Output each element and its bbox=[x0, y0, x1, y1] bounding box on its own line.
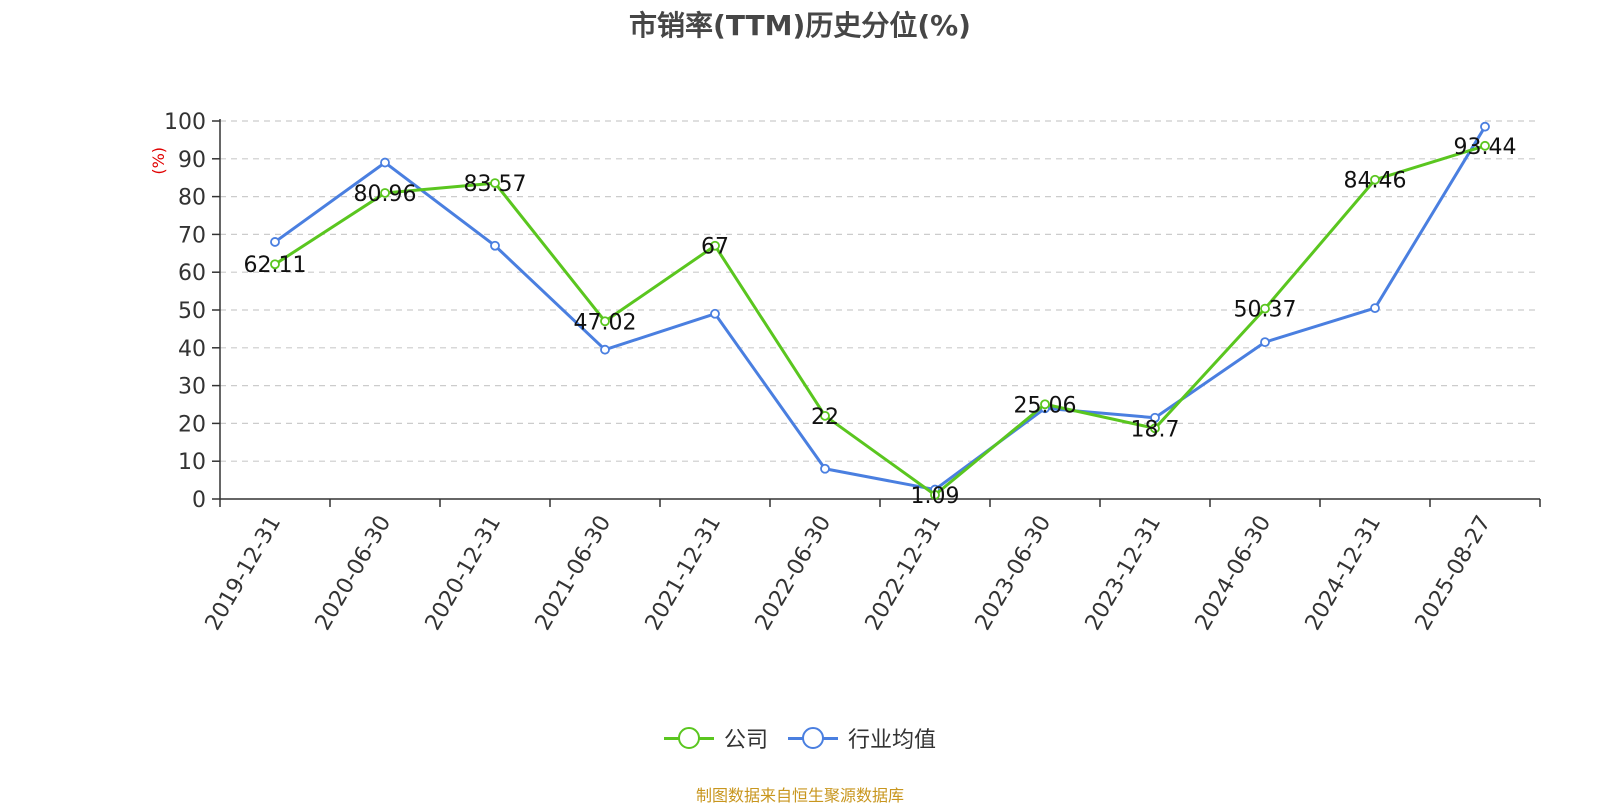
data-label: 22 bbox=[811, 405, 839, 430]
legend-label: 公司 bbox=[723, 728, 768, 753]
data-point-company bbox=[600, 316, 610, 327]
y-axis-label: (%) bbox=[149, 147, 168, 175]
data-label: 84.46 bbox=[1344, 169, 1407, 194]
data-label: 80.96 bbox=[354, 182, 417, 207]
data-point-industry bbox=[1480, 121, 1490, 132]
data-point-industry bbox=[270, 237, 280, 247]
y-tick-label: 30 bbox=[178, 375, 206, 400]
legend-item-company[interactable]: 公司 bbox=[663, 722, 768, 754]
data-point-company bbox=[270, 259, 280, 270]
legend-circle-icon bbox=[677, 727, 700, 749]
data-point-company bbox=[1480, 140, 1490, 151]
legend: 公司 行业均值 bbox=[0, 722, 1600, 755]
legend-item-industry[interactable]: 行业均值 bbox=[788, 722, 936, 754]
legend-marker-icon bbox=[663, 727, 714, 749]
data-point-company bbox=[380, 188, 390, 198]
data-label: 83.57 bbox=[464, 172, 527, 197]
y-tick-label: 60 bbox=[178, 261, 206, 286]
y-tick-label: 50 bbox=[178, 299, 206, 324]
data-point-industry bbox=[490, 240, 500, 251]
chart-title: 市销率(TTM)历史分位(%) bbox=[629, 9, 971, 42]
data-label: 62.11 bbox=[244, 253, 307, 278]
data-point-company bbox=[930, 489, 940, 500]
x-tick-label: 2023-06-30 bbox=[971, 512, 1057, 635]
x-tick-label: 2021-06-30 bbox=[531, 512, 617, 635]
data-point-industry bbox=[1260, 337, 1270, 348]
y-tick-label: 20 bbox=[178, 412, 206, 437]
x-tick-label: 2025-08-27 bbox=[1411, 512, 1497, 635]
y-tick-label: 100 bbox=[164, 110, 206, 135]
data-point-company bbox=[1260, 303, 1270, 314]
data-point-industry bbox=[710, 308, 720, 319]
data-point-company bbox=[1150, 423, 1160, 434]
x-tick-label: 2022-06-30 bbox=[751, 512, 837, 635]
data-label: 50.37 bbox=[1234, 298, 1297, 323]
x-tick-label: 2019-12-31 bbox=[201, 512, 287, 635]
data-point-industry bbox=[380, 157, 390, 168]
data-point-industry bbox=[1150, 412, 1160, 423]
y-tick-label: 40 bbox=[178, 337, 206, 362]
data-point-company bbox=[710, 240, 720, 251]
data-label: 18.7 bbox=[1131, 417, 1180, 442]
x-tick-label: 2021-12-31 bbox=[641, 512, 727, 635]
x-tick-label: 2023-12-31 bbox=[1081, 512, 1167, 635]
x-tick-label: 2022-12-31 bbox=[861, 512, 947, 635]
data-point-company bbox=[490, 178, 500, 189]
data-point-company bbox=[1040, 399, 1050, 410]
legend-marker-icon bbox=[788, 727, 838, 749]
series-line-industry bbox=[274, 125, 1487, 492]
data-label: 1.09 bbox=[911, 484, 960, 509]
y-tick-label: 90 bbox=[178, 148, 206, 173]
data-point-industry bbox=[600, 344, 610, 355]
y-tick-label: 0 bbox=[192, 488, 206, 513]
y-tick-label: 80 bbox=[178, 186, 206, 211]
legend-circle-icon bbox=[802, 727, 824, 749]
source-note: 制图数据来自恒生聚源数据库 bbox=[695, 786, 904, 805]
data-point-industry bbox=[1370, 303, 1380, 314]
y-tick-label: 70 bbox=[178, 223, 206, 248]
data-label: 67 bbox=[701, 235, 729, 260]
data-point-company bbox=[1370, 174, 1380, 185]
x-tick-label: 2020-12-31 bbox=[421, 512, 507, 635]
x-tick-label: 2024-12-31 bbox=[1301, 512, 1387, 635]
data-label: 47.02 bbox=[574, 310, 637, 335]
y-tick-label: 10 bbox=[178, 450, 206, 475]
legend-label: 行业均值 bbox=[848, 728, 937, 753]
data-label: 93.44 bbox=[1454, 135, 1517, 160]
data-point-industry bbox=[820, 463, 830, 474]
series-line-company bbox=[274, 144, 1486, 497]
x-tick-label: 2024-06-30 bbox=[1191, 512, 1277, 635]
x-tick-label: 2020-06-30 bbox=[311, 512, 397, 635]
data-point-company bbox=[820, 410, 830, 421]
data-label: 25.06 bbox=[1014, 393, 1077, 418]
